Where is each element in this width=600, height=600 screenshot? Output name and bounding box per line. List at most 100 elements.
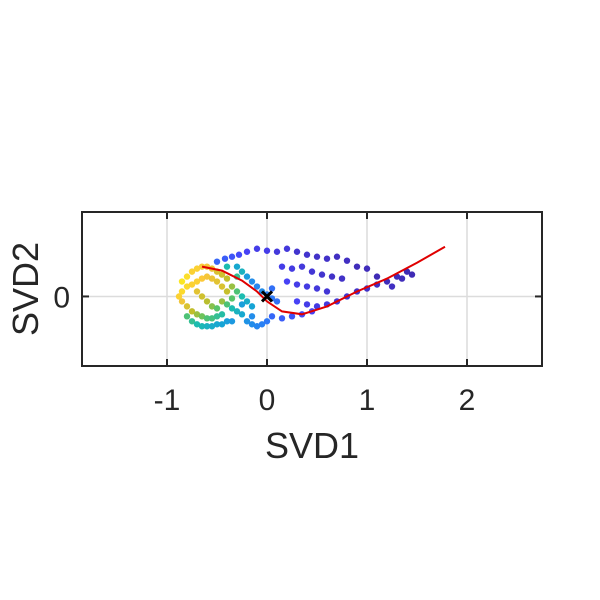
data-point (293, 281, 301, 288)
data-point (408, 271, 416, 278)
data-point (198, 293, 206, 300)
tick-labels: -1 0 1 2 0 (53, 281, 475, 417)
data-point (213, 258, 221, 265)
data-point (198, 313, 206, 320)
data-point (208, 303, 216, 310)
data-point (223, 275, 231, 282)
data-point (223, 288, 231, 295)
data-point (363, 265, 371, 272)
origin-x-marker (260, 290, 274, 303)
data-point (388, 283, 396, 290)
data-point (253, 323, 261, 330)
data-point (203, 323, 211, 330)
data-point (288, 313, 296, 320)
data-point (303, 251, 311, 258)
data-point (233, 288, 241, 295)
data-point (353, 263, 361, 270)
data-point (228, 283, 236, 290)
x-tick-label: 1 (359, 384, 376, 417)
data-point (258, 321, 266, 328)
data-point (233, 308, 241, 315)
data-point (403, 268, 411, 275)
data-point (313, 285, 321, 292)
data-point (328, 273, 336, 280)
data-point (243, 273, 251, 280)
data-point (193, 265, 201, 272)
data-point (293, 298, 301, 305)
data-point (248, 303, 256, 310)
x-tick-label: 0 (259, 384, 276, 417)
data-point (238, 311, 246, 318)
data-point (218, 298, 226, 305)
data-point (288, 265, 296, 272)
data-point (188, 308, 196, 315)
data-point (203, 273, 211, 280)
plot-area (82, 212, 542, 366)
data-point (193, 278, 201, 285)
trajectory-line-group (201, 245, 446, 316)
data-point (218, 311, 226, 318)
data-point (213, 313, 221, 320)
data-point (278, 315, 286, 322)
y-axis-label: SVD2 (5, 242, 46, 336)
data-point (313, 253, 321, 260)
data-point (323, 255, 331, 262)
data-point (228, 318, 236, 325)
data-point (323, 288, 331, 295)
data-point (253, 245, 261, 252)
data-point (218, 283, 226, 290)
data-point (208, 275, 216, 282)
data-point (273, 248, 281, 255)
data-point (198, 275, 206, 282)
data-point (333, 253, 341, 260)
data-point (238, 301, 246, 308)
data-point (278, 263, 286, 270)
x-axis-label: SVD1 (265, 425, 359, 466)
data-point (268, 285, 276, 292)
data-point (343, 257, 351, 264)
y-tick-label: 0 (53, 281, 70, 314)
data-point (203, 298, 211, 305)
data-point (253, 283, 261, 290)
data-point (243, 248, 251, 255)
data-point (263, 318, 271, 325)
x-tick-label: 2 (459, 384, 476, 417)
data-point (183, 283, 191, 290)
data-point (183, 303, 191, 310)
data-point (175, 293, 183, 300)
data-point (283, 245, 291, 252)
data-point (193, 311, 201, 318)
data-point (248, 321, 256, 328)
data-point (248, 313, 256, 320)
data-point (243, 298, 251, 305)
data-point (178, 298, 186, 305)
data-point (198, 323, 206, 330)
data-point (298, 263, 306, 270)
data-point (188, 281, 196, 288)
data-point (178, 288, 186, 295)
data-point (263, 247, 271, 254)
data-point (283, 278, 291, 285)
data-point (193, 321, 201, 328)
data-point (303, 301, 311, 308)
data-point (233, 263, 241, 270)
data-point (338, 275, 346, 282)
data-point (223, 318, 231, 325)
data-point (178, 278, 186, 285)
x-tick-label: -1 (154, 384, 181, 417)
data-point (243, 318, 251, 325)
tick-marks (82, 212, 542, 366)
trajectory-line (201, 245, 446, 316)
data-point (213, 321, 221, 328)
data-point (218, 271, 226, 278)
data-point (208, 315, 216, 322)
data-point (183, 313, 191, 320)
data-point (223, 301, 231, 308)
data-point (273, 298, 281, 305)
data-point (193, 288, 201, 295)
data-point (293, 248, 301, 255)
data-point (235, 251, 243, 258)
data-point (398, 275, 406, 282)
data-point (228, 305, 236, 312)
